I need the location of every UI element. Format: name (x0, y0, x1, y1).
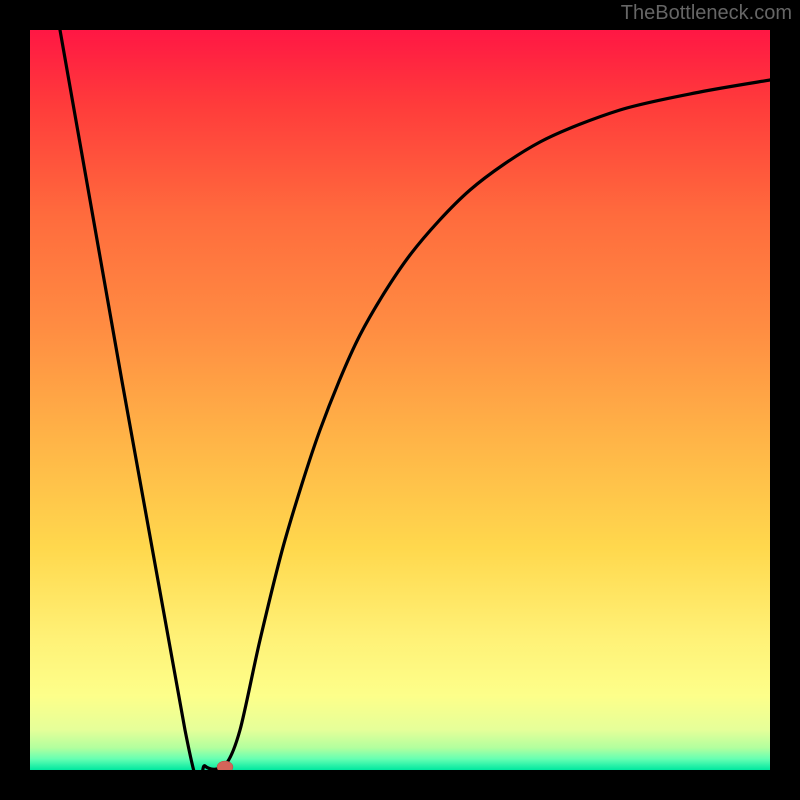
watermark-text: TheBottleneck.com (621, 2, 792, 25)
plot-area (30, 30, 770, 770)
curve-layer (30, 30, 770, 770)
chart-container: TheBottleneck.com (0, 0, 800, 800)
min-point-marker (217, 761, 233, 770)
bottleneck-curve (60, 30, 770, 770)
